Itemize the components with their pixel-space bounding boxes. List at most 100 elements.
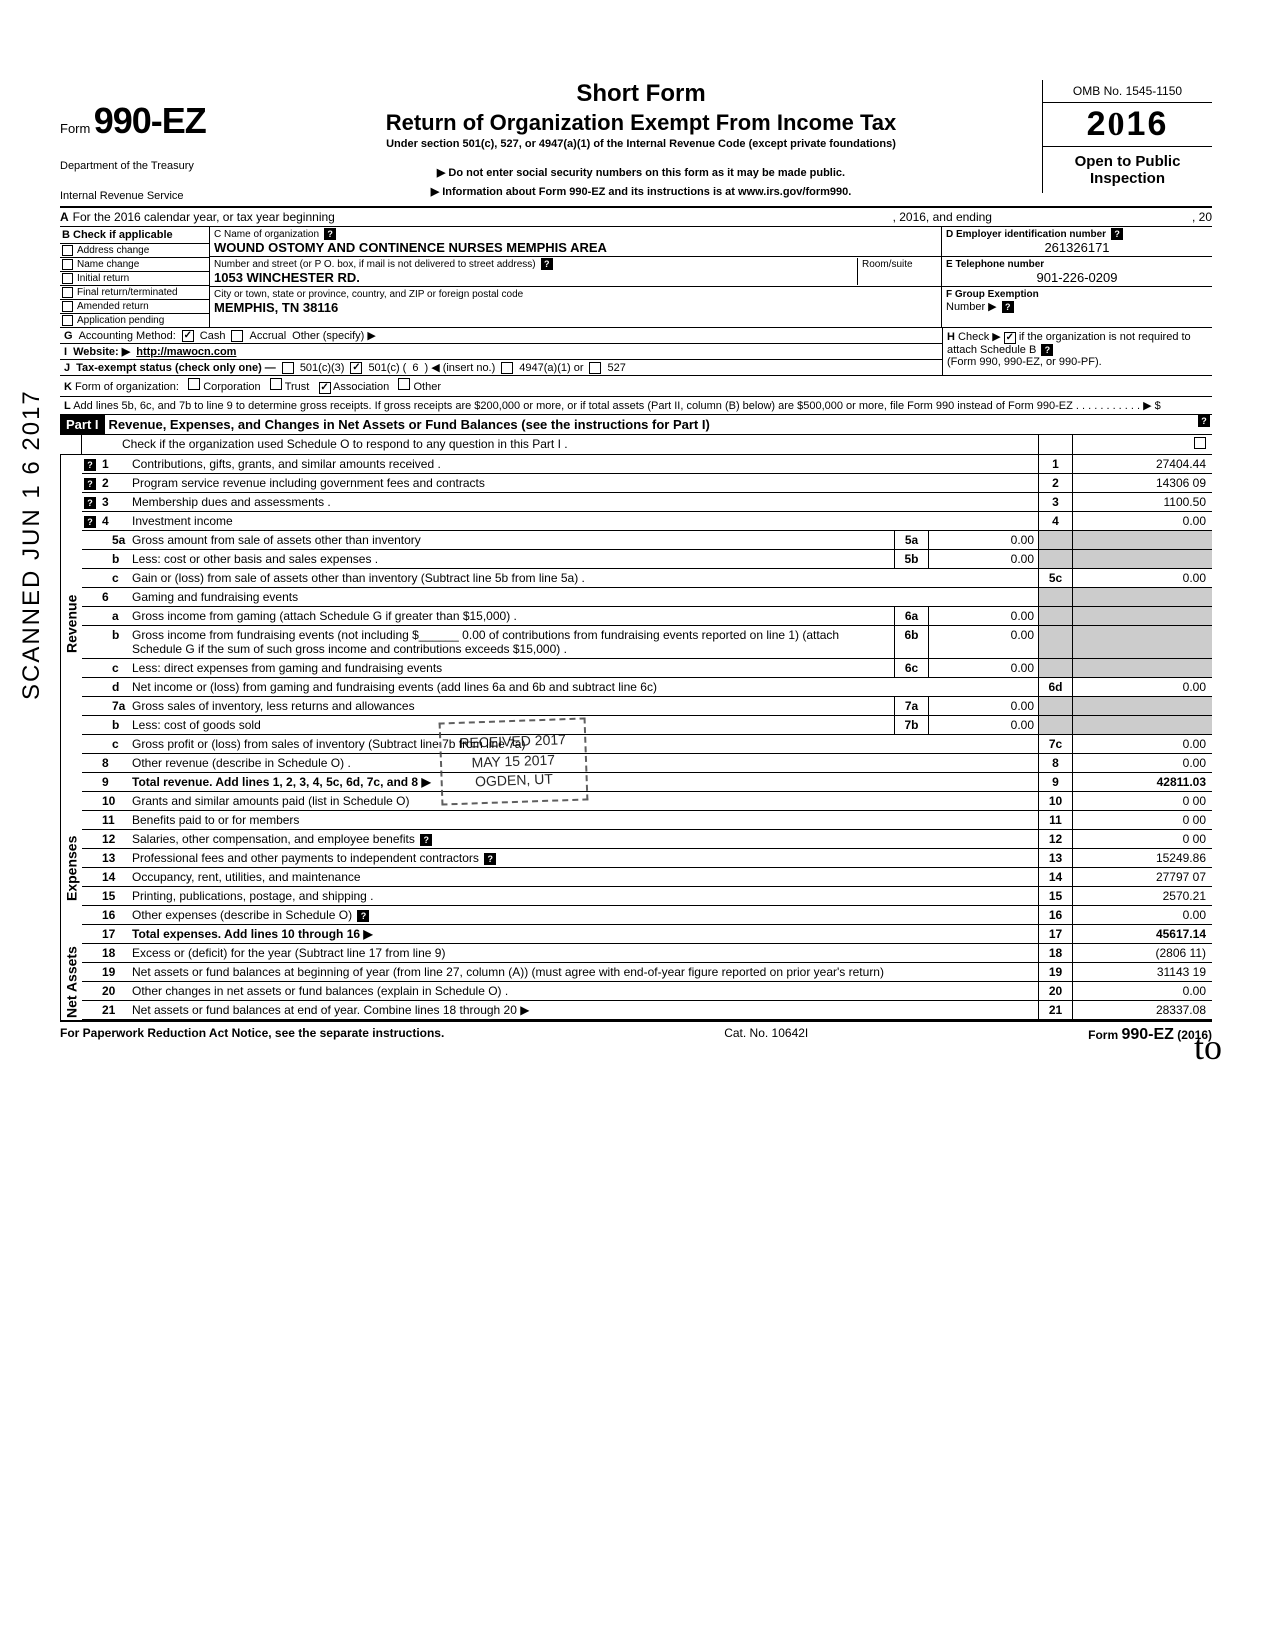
help-icon[interactable]: ? — [420, 834, 432, 846]
line-h: H Check ▶ if the organization is not req… — [942, 328, 1212, 375]
end-line-number: 15 — [1038, 887, 1072, 905]
table-row: 8Other revenue (describe in Schedule O) … — [82, 754, 1212, 773]
form-number-block: Form 990-EZ Department of the Treasury I… — [60, 80, 240, 202]
cb-application-pending[interactable]: Application pending — [60, 313, 209, 327]
mid-line-number: 6c — [894, 659, 928, 677]
table-row: dNet income or (loss) from gaming and fu… — [82, 678, 1212, 697]
end-value: 42811.03 — [1072, 773, 1212, 791]
help-icon[interactable]: ? — [1111, 228, 1123, 240]
line-description: Investment income — [132, 512, 1038, 530]
help-icon[interactable]: ? — [357, 910, 369, 922]
right-block: OMB No. 1545-1150 20201616 Open to Publi… — [1042, 80, 1212, 193]
help-icon[interactable]: ? — [84, 516, 96, 528]
cb-501c3[interactable] — [282, 362, 294, 374]
form-page: SCANNED JUN 1 6 2017 Form 990-EZ Departm… — [0, 0, 1272, 1088]
end-line-number: 16 — [1038, 906, 1072, 924]
mid-line-number: 6a — [894, 607, 928, 625]
cb-4947[interactable] — [501, 362, 513, 374]
cb-amended[interactable]: Amended return — [60, 299, 209, 313]
line-number: 5a — [98, 531, 132, 549]
city-label: City or town, state or province, country… — [214, 289, 523, 300]
line-description: Occupancy, rent, utilities, and maintena… — [132, 868, 1038, 886]
table-row: 5aGross amount from sale of assets other… — [82, 531, 1212, 550]
help-icon[interactable]: ? — [84, 478, 96, 490]
help-icon[interactable]: ? — [1198, 415, 1210, 427]
help-icon[interactable]: ? — [1002, 301, 1014, 313]
cb-schedule-o[interactable] — [1194, 437, 1206, 449]
end-line-number — [1038, 550, 1072, 568]
line-number: 6 — [98, 588, 132, 606]
end-value: (2806 11) — [1072, 944, 1212, 962]
end-value — [1072, 531, 1212, 549]
line-g: G Accounting Method: Cash Accrual Other … — [60, 328, 942, 344]
line-number: 21 — [98, 1001, 132, 1019]
cb-initial-return[interactable]: Initial return — [60, 271, 209, 285]
end-value: 27797 07 — [1072, 868, 1212, 886]
mid-value: 0.00 — [928, 607, 1038, 625]
cb-association[interactable] — [319, 382, 331, 394]
end-value: 0.00 — [1072, 569, 1212, 587]
table-row: 17Total expenses. Add lines 10 through 1… — [82, 925, 1212, 944]
tel-label: E Telephone number — [946, 259, 1044, 270]
cb-cash[interactable] — [182, 330, 194, 342]
table-row: 6Gaming and fundraising events — [82, 588, 1212, 607]
help-icon[interactable]: ? — [1041, 344, 1053, 356]
end-value — [1072, 607, 1212, 625]
line-number: 16 — [98, 906, 132, 924]
end-value: 0.00 — [1072, 754, 1212, 772]
end-line-number: 4 — [1038, 512, 1072, 530]
paperwork-notice: For Paperwork Reduction Act Notice, see … — [60, 1026, 444, 1044]
cb-trust[interactable] — [270, 378, 282, 390]
end-line-number: 18 — [1038, 944, 1072, 962]
end-line-number: 7c — [1038, 735, 1072, 753]
help-icon[interactable]: ? — [84, 459, 96, 471]
cb-final-return[interactable]: Final return/terminated — [60, 285, 209, 299]
line-number: 12 — [98, 830, 132, 848]
line-description: Program service revenue including govern… — [132, 474, 1038, 492]
line-number: c — [98, 659, 132, 677]
expenses-side-label: Expenses — [60, 792, 82, 944]
ein: 261326171 — [946, 240, 1208, 255]
table-row: ?1Contributions, gifts, grants, and simi… — [82, 455, 1212, 474]
end-line-number: 10 — [1038, 792, 1072, 810]
end-line-number — [1038, 531, 1072, 549]
cb-527[interactable] — [589, 362, 601, 374]
revenue-section: Revenue ?1Contributions, gifts, grants, … — [60, 455, 1212, 792]
end-value: 27404.44 — [1072, 455, 1212, 473]
line-description: Gross sales of inventory, less returns a… — [132, 697, 894, 715]
end-line-number: 8 — [1038, 754, 1072, 772]
help-icon[interactable]: ? — [541, 258, 553, 270]
line-description: Other revenue (describe in Schedule O) . — [132, 754, 1038, 772]
cb-other[interactable] — [398, 378, 410, 390]
mid-value: 0.00 — [928, 659, 1038, 677]
end-line-number: 17 — [1038, 925, 1072, 943]
mid-value: 0.00 — [928, 550, 1038, 568]
cb-corporation[interactable] — [188, 378, 200, 390]
cb-schedule-b[interactable] — [1004, 332, 1016, 344]
line-description: Salaries, other compensation, and employ… — [132, 830, 1038, 848]
cb-name-change[interactable]: Name change — [60, 257, 209, 271]
open2: Inspection — [1045, 170, 1210, 187]
cb-accrual[interactable] — [231, 330, 243, 342]
part1-label: Part I — [60, 415, 105, 434]
cb-501c[interactable] — [350, 362, 362, 374]
end-line-number: 1 — [1038, 455, 1072, 473]
return-title: Return of Organization Exempt From Incom… — [248, 110, 1034, 136]
help-icon[interactable]: ? — [324, 228, 336, 240]
under-section: Under section 501(c), 527, or 4947(a)(1)… — [248, 138, 1034, 150]
line-description: Net income or (loss) from gaming and fun… — [132, 678, 1038, 696]
expenses-section: Expenses 10Grants and similar amounts pa… — [60, 792, 1212, 944]
street-label: Number and street (or P O. box, if mail … — [214, 259, 536, 270]
help-icon[interactable]: ? — [84, 497, 96, 509]
open1: Open to Public — [1045, 153, 1210, 170]
cb-address-change[interactable]: Address change — [60, 243, 209, 257]
line-number: 8 — [98, 754, 132, 772]
end-line-number — [1038, 659, 1072, 677]
org-name-label: C Name of organization — [214, 229, 319, 240]
table-row: 20Other changes in net assets or fund ba… — [82, 982, 1212, 1001]
street: 1053 WINCHESTER RD. — [214, 270, 360, 285]
line-description: Less: direct expenses from gaming and fu… — [132, 659, 894, 677]
line-number: 19 — [98, 963, 132, 981]
help-icon[interactable]: ? — [484, 853, 496, 865]
line-description: Gross amount from sale of assets other t… — [132, 531, 894, 549]
